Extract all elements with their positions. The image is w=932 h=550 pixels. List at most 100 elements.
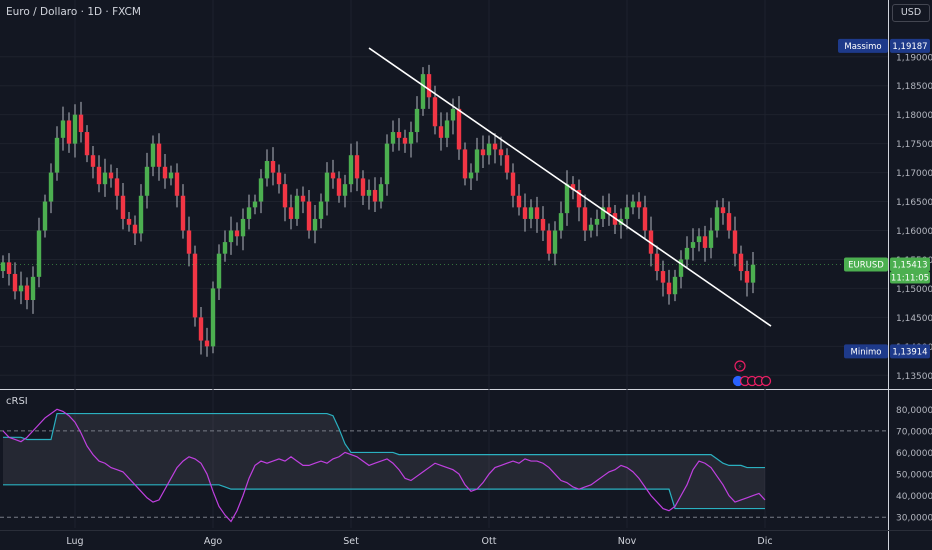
- candle-body: [114, 178, 120, 196]
- candle-body: [234, 230, 240, 237]
- candle-body: [108, 172, 114, 179]
- candle-body: [96, 166, 102, 185]
- candle-body: [516, 195, 522, 208]
- crsi-tick-label: 50,00000: [896, 471, 932, 481]
- candle-body: [552, 230, 558, 254]
- time-tick-label: Nov: [618, 536, 637, 547]
- min-tag-label: Minimo: [851, 347, 882, 357]
- price-tick-label: 1,19000: [896, 53, 932, 63]
- candle-body: [600, 207, 606, 219]
- flash-event-icon: [734, 360, 746, 372]
- candle-body: [624, 207, 630, 219]
- candle-body: [372, 189, 378, 202]
- candle-body: [144, 166, 150, 196]
- crsi-tick-label: 70,00000: [896, 427, 932, 437]
- price-axis[interactable]: 1,19000 1,18500 1,18000 1,17500 1,17000 1,165…: [896, 53, 932, 523]
- candle-body: [222, 242, 228, 254]
- candle-body: [750, 264, 756, 283]
- candle-body: [156, 143, 162, 167]
- last-price-tag-label-bg: [844, 257, 888, 272]
- economic-event-icon: [760, 375, 772, 387]
- candle-body: [678, 259, 684, 277]
- candle-body: [180, 195, 186, 231]
- candle-body: [738, 253, 744, 272]
- candle-body: [642, 207, 648, 231]
- candle-body: [30, 276, 36, 301]
- candle-body: [306, 201, 312, 231]
- candle-body: [504, 155, 510, 173]
- candle-body: [462, 149, 468, 179]
- candle-body: [582, 207, 588, 231]
- candle-body: [684, 247, 690, 260]
- candle-body: [630, 201, 636, 208]
- candle-body: [330, 172, 336, 179]
- crsi-upper-band: [3, 412, 765, 469]
- time-tick-label: Dic: [757, 536, 772, 547]
- crsi-tick-label: 40,00000: [896, 492, 932, 502]
- candle-body: [480, 149, 486, 156]
- time-tick-label: Set: [343, 536, 359, 547]
- candle-body: [396, 132, 402, 138]
- crsi-panel: [0, 408, 888, 523]
- candle-body: [564, 184, 570, 214]
- price-tick-label: 1,15000: [896, 285, 932, 295]
- candle-body: [120, 195, 126, 219]
- candle-body: [324, 172, 330, 202]
- last-price-tag-value-bg: [890, 257, 930, 272]
- candle-body: [342, 184, 348, 196]
- last-price-tag-countdown-bg: [890, 271, 930, 284]
- candle-body: [432, 97, 438, 127]
- candle-body: [732, 230, 738, 254]
- candle-body: [492, 143, 498, 150]
- currency-button[interactable]: USD: [892, 4, 930, 22]
- last-price-tag-label: EURUSD: [848, 261, 884, 271]
- candle-body: [150, 143, 156, 167]
- candle-body: [546, 230, 552, 254]
- candle-body: [354, 155, 360, 179]
- max-tag-value-bg: [890, 38, 930, 53]
- min-tag-value-bg: [890, 344, 930, 359]
- candle-body: [54, 137, 60, 173]
- trendline-segment: [368, 47, 772, 327]
- price-tick-label: 1,18000: [896, 111, 932, 121]
- candle-body: [210, 288, 216, 347]
- candle-body: [660, 271, 666, 283]
- candle-body: [384, 143, 390, 185]
- candle-body: [720, 207, 726, 214]
- candle-body: [204, 340, 210, 347]
- time-axis[interactable]: Lug Ago Set Ott Nov Dic: [66, 536, 772, 547]
- candle-body: [336, 178, 342, 196]
- candle-body: [522, 207, 528, 219]
- candle-body: [348, 155, 354, 185]
- trendline[interactable]: [368, 47, 772, 327]
- candle-body: [18, 285, 24, 292]
- candle-body: [666, 282, 672, 295]
- candle-body: [90, 155, 96, 167]
- price-tick-label: 1,17500: [896, 140, 932, 150]
- event-markers[interactable]: ⚡: [732, 360, 772, 387]
- candle-body: [228, 230, 234, 243]
- crsi-tick-label: 60,00000: [896, 449, 932, 459]
- candle-body: [474, 149, 480, 173]
- candle-body: [540, 218, 546, 231]
- candle-body: [528, 207, 534, 219]
- candle-body: [264, 161, 270, 179]
- candle-body: [246, 207, 252, 219]
- price-tick-label: 1,16500: [896, 198, 932, 208]
- last-price-tag-countdown: 11:11:05: [891, 274, 929, 284]
- price-tick-label: 1,16000: [896, 227, 932, 237]
- last-price-tag-value: 1,15413: [892, 261, 927, 271]
- price-tick-label: 1,18500: [896, 82, 932, 92]
- candle-body: [60, 120, 66, 138]
- candle-body: [714, 207, 720, 231]
- candle-body: [690, 242, 696, 248]
- price-tags: Massimo 1,19187 Minimo 1,13914 EURUSD 1,15413…: [0, 38, 930, 359]
- candle-body: [42, 201, 48, 231]
- candle-body: [102, 172, 108, 185]
- candle-body: [402, 137, 408, 144]
- candle-body: [654, 253, 660, 272]
- crsi-tick-label: 80,00000: [896, 406, 932, 416]
- candle-body: [708, 230, 714, 248]
